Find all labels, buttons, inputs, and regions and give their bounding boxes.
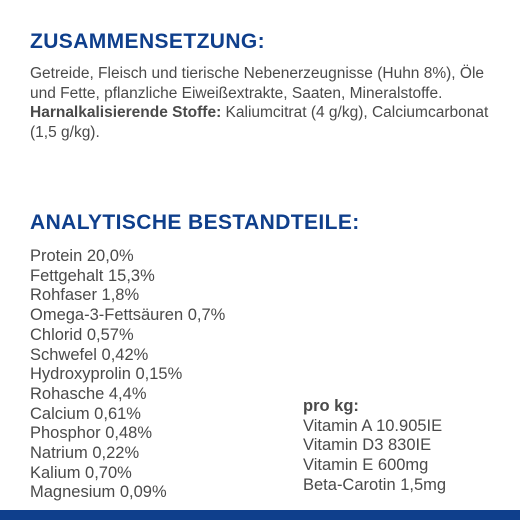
bottom-bar [0, 510, 520, 520]
vitamins-section: pro kg: Vitamin A 10.905IE Vitamin D3 83… [303, 397, 446, 496]
analytics-item: Fettgehalt 15,3% [30, 266, 155, 285]
vitamin-item: Beta-Carotin 1,5mg [303, 475, 447, 494]
urinary-label: Harnalkalisierende Stoffe: [30, 104, 222, 121]
vitamins-heading: pro kg: [303, 397, 359, 415]
analytics-item: Rohfaser 1,8% [30, 286, 140, 305]
analytics-item: Calcium 0,61% [30, 404, 141, 423]
analytics-item: Magnesium 0,09% [30, 483, 167, 502]
composition-heading: ZUSAMMENSETZUNG: [30, 30, 266, 53]
analytics-item: Rohasche 4,4% [30, 384, 147, 403]
analytics-item: Natrium 0,22% [30, 444, 140, 463]
analytics-item: Schwefel 0,42% [30, 345, 149, 364]
analytics-item: Hydroxyprolin 0,15% [30, 365, 183, 384]
analytics-item: Phosphor 0,48% [30, 424, 153, 443]
vitamin-item: Vitamin E 600mg [303, 456, 429, 475]
vitamin-item: Vitamin D3 830IE [303, 436, 432, 455]
vitamins-list: Vitamin A 10.905IE Vitamin D3 830IE Vita… [303, 417, 446, 496]
analytics-item: Protein 20,0% [30, 247, 134, 265]
composition-text: Getreide, Fleisch und tierische Nebenerz… [30, 65, 485, 102]
analytics-item: Omega-3-Fettsäuren 0,7% [30, 306, 226, 325]
analytics-item: Kalium 0,70% [30, 463, 132, 482]
analytics-heading: ANALYTISCHE BESTANDTEILE: [30, 211, 360, 234]
analytics-item: Chlorid 0,57% [30, 325, 134, 344]
analytics-list: Protein 20,0% Fettgehalt 15,3% Rohfaser … [30, 247, 225, 503]
composition-section: Getreide, Fleisch und tierische Nebenerz… [30, 64, 500, 142]
vitamin-item: Vitamin A 10.905IE [303, 416, 443, 435]
urinary-line: Harnalkalisierende Stoffe: Kaliumcitrat … [30, 103, 500, 142]
urinary-text: Kaliumcitrat (4 g/kg), Calciumcarbonat (… [30, 104, 489, 141]
